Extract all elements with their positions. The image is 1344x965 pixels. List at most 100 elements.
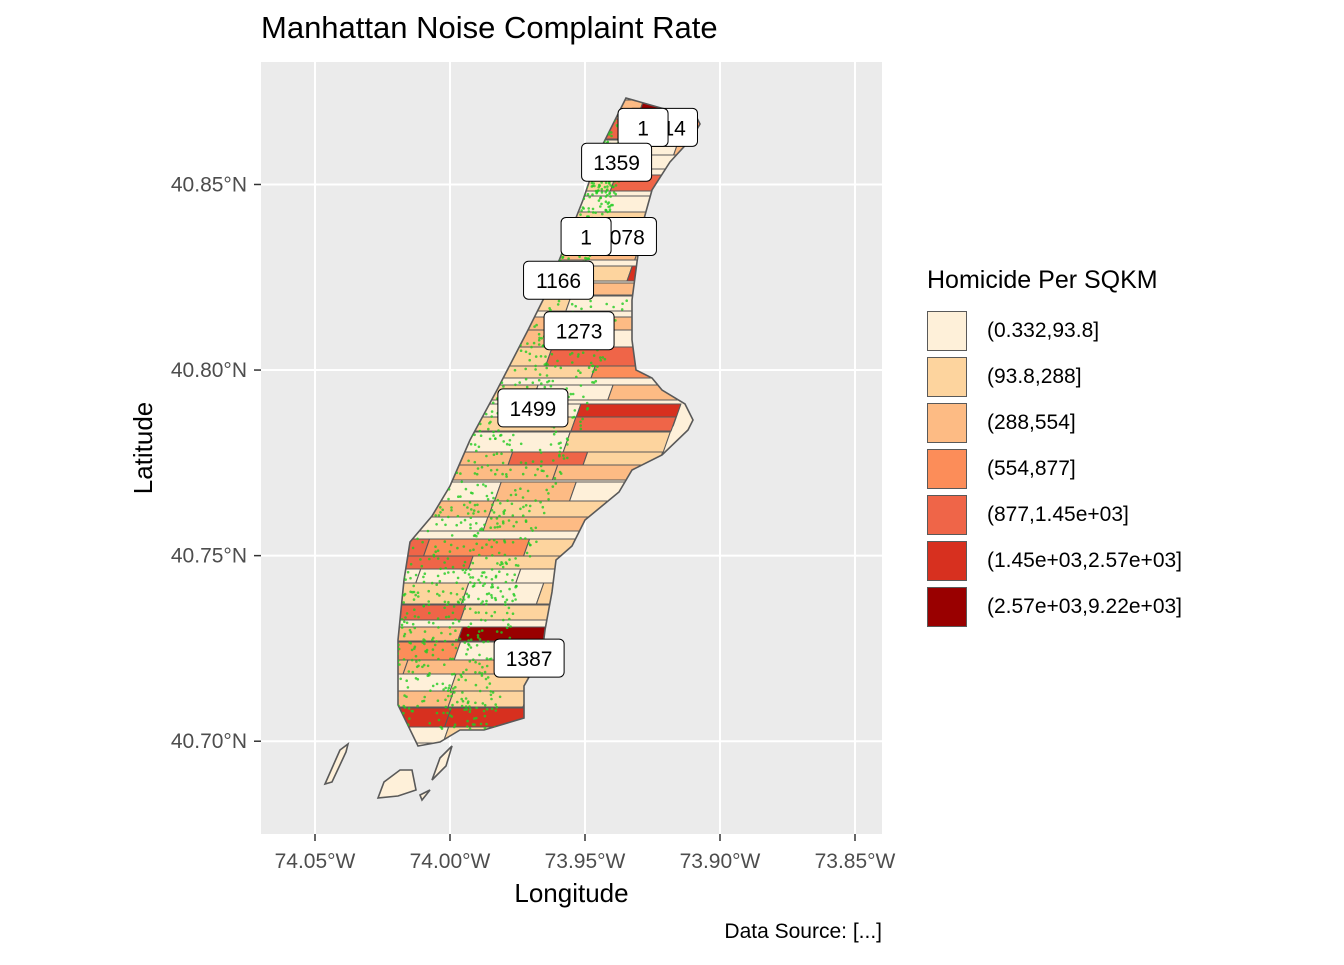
complaint-point — [473, 582, 476, 585]
complaint-point — [545, 374, 549, 377]
complaint-point — [403, 632, 407, 636]
complaint-point — [501, 472, 504, 476]
complaint-point — [478, 662, 481, 666]
complaint-point — [557, 299, 561, 303]
complaint-point — [505, 626, 509, 629]
complaint-point — [507, 606, 511, 610]
complaint-point — [447, 600, 450, 604]
complaint-point — [480, 546, 484, 549]
complaint-point — [608, 181, 611, 184]
complaint-point — [496, 562, 499, 565]
complaint-point — [538, 448, 542, 452]
complaint-point — [542, 469, 545, 473]
complaint-point — [534, 368, 537, 371]
complaint-point — [534, 364, 537, 368]
complaint-point — [456, 576, 460, 580]
complaint-point — [556, 359, 559, 363]
complaint-point — [427, 673, 431, 677]
complaint-point — [434, 545, 437, 548]
complaint-point — [495, 452, 499, 456]
complaint-point — [483, 670, 487, 674]
complaint-point — [443, 639, 447, 643]
complaint-point — [485, 722, 488, 726]
complaint-point — [490, 508, 494, 512]
complaint-point — [546, 363, 549, 366]
complaint-point — [495, 517, 499, 520]
complaint-point — [597, 186, 600, 189]
complaint-point — [604, 195, 608, 198]
complaint-point — [466, 648, 470, 651]
complaint-point — [500, 631, 503, 634]
complaint-point — [478, 671, 481, 674]
y-axis-label: Latitude — [128, 402, 158, 495]
complaint-point — [450, 509, 453, 512]
complaint-point — [580, 209, 583, 212]
complaint-point — [458, 637, 462, 641]
legend-swatch — [927, 357, 967, 397]
legend-item: (554,877] — [927, 449, 1227, 491]
complaint-point — [472, 534, 476, 538]
legend-swatch — [927, 541, 967, 581]
complaint-point — [485, 454, 488, 458]
complaint-point — [537, 343, 541, 346]
complaint-point — [579, 384, 583, 387]
complaint-point — [516, 564, 520, 567]
complaint-point — [447, 686, 451, 690]
complaint-point — [454, 646, 458, 650]
complaint-point — [463, 607, 467, 611]
complaint-point — [475, 706, 478, 710]
complaint-point — [434, 514, 438, 517]
complaint-point — [422, 605, 426, 608]
complaint-point — [490, 578, 494, 581]
complaint-point — [514, 489, 517, 492]
rate-label-box — [523, 260, 595, 300]
complaint-point — [592, 354, 596, 357]
complaint-point — [579, 424, 582, 427]
complaint-point — [581, 351, 585, 355]
complaint-point — [494, 598, 498, 602]
complaint-point — [548, 307, 551, 310]
complaint-point — [455, 523, 459, 527]
complaint-point — [398, 704, 400, 708]
complaint-point — [414, 593, 418, 597]
complaint-point — [483, 509, 487, 513]
complaint-point — [421, 540, 424, 544]
complaint-point — [559, 366, 563, 370]
complaint-point — [453, 691, 456, 694]
complaint-point — [474, 611, 478, 614]
complaint-point — [463, 571, 467, 574]
complaint-point — [456, 546, 459, 550]
complaint-point — [477, 578, 480, 582]
complaint-point — [447, 488, 451, 491]
rate-label: 1359 — [581, 142, 653, 182]
complaint-point — [460, 675, 463, 679]
complaint-point — [427, 621, 431, 624]
complaint-point — [413, 615, 417, 618]
complaint-point — [600, 191, 604, 194]
complaint-point — [552, 459, 555, 462]
complaint-point — [400, 626, 404, 629]
complaint-point — [509, 493, 513, 497]
rate-label: 1 — [617, 107, 669, 147]
complaint-point — [605, 189, 609, 192]
complaint-point — [474, 671, 477, 674]
complaint-point — [455, 593, 459, 596]
complaint-point — [489, 469, 493, 472]
complaint-point — [587, 366, 591, 370]
complaint-point — [568, 353, 572, 356]
complaint-point — [456, 514, 460, 518]
complaint-point — [610, 131, 613, 134]
complaint-point — [586, 408, 589, 411]
complaint-point — [408, 628, 412, 632]
complaint-point — [480, 574, 484, 578]
complaint-point — [607, 201, 611, 204]
complaint-point — [472, 584, 476, 588]
rate-label-text: 1166 — [536, 270, 581, 293]
complaint-point — [463, 641, 467, 644]
complaint-point — [511, 541, 515, 544]
complaint-point — [469, 516, 473, 519]
complaint-point — [591, 184, 594, 188]
complaint-point — [625, 299, 628, 303]
complaint-point — [473, 433, 476, 437]
complaint-point — [521, 496, 525, 499]
